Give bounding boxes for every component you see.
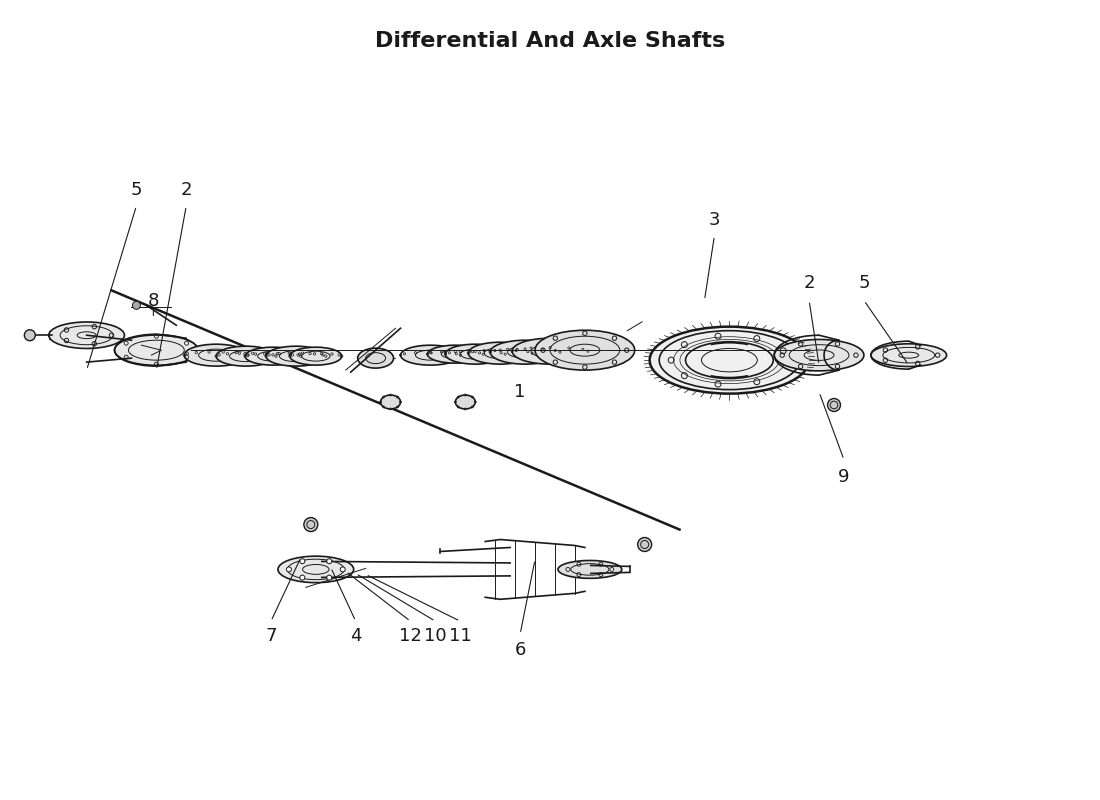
Ellipse shape [428,345,483,363]
Text: 12: 12 [399,627,422,646]
Ellipse shape [650,326,810,394]
Text: 8: 8 [147,292,160,310]
Ellipse shape [871,344,947,366]
Text: 4: 4 [350,627,362,646]
Ellipse shape [491,340,560,364]
Ellipse shape [381,395,400,409]
Text: 11: 11 [449,627,472,646]
Ellipse shape [217,346,276,366]
Ellipse shape [400,345,460,365]
Text: 2: 2 [180,181,192,198]
Ellipse shape [278,556,354,582]
Ellipse shape [48,322,124,349]
Circle shape [827,398,840,411]
Circle shape [300,575,305,580]
Circle shape [286,567,292,572]
Text: 10: 10 [425,627,447,646]
Circle shape [327,575,332,580]
Circle shape [304,518,318,531]
Ellipse shape [290,347,342,365]
Circle shape [340,567,345,572]
Text: 7: 7 [265,627,277,646]
Text: 1: 1 [515,383,526,401]
Ellipse shape [185,344,249,366]
Text: 9: 9 [838,468,849,486]
Ellipse shape [455,395,475,409]
Ellipse shape [266,346,326,366]
Ellipse shape [774,339,864,371]
Ellipse shape [245,347,301,365]
Circle shape [638,538,651,551]
Ellipse shape [469,342,532,364]
Text: 5: 5 [858,274,870,292]
Circle shape [300,558,305,564]
Ellipse shape [358,348,394,368]
Ellipse shape [446,344,505,364]
Text: 3: 3 [708,210,720,229]
Circle shape [327,558,332,564]
Ellipse shape [535,330,635,370]
Ellipse shape [558,561,622,578]
Circle shape [132,302,141,310]
Text: Differential And Axle Shafts: Differential And Axle Shafts [375,31,725,51]
Ellipse shape [114,335,198,366]
Ellipse shape [513,338,587,364]
Text: 6: 6 [515,641,526,659]
Text: 2: 2 [803,274,815,292]
Text: 5: 5 [131,181,142,198]
Circle shape [24,330,35,341]
